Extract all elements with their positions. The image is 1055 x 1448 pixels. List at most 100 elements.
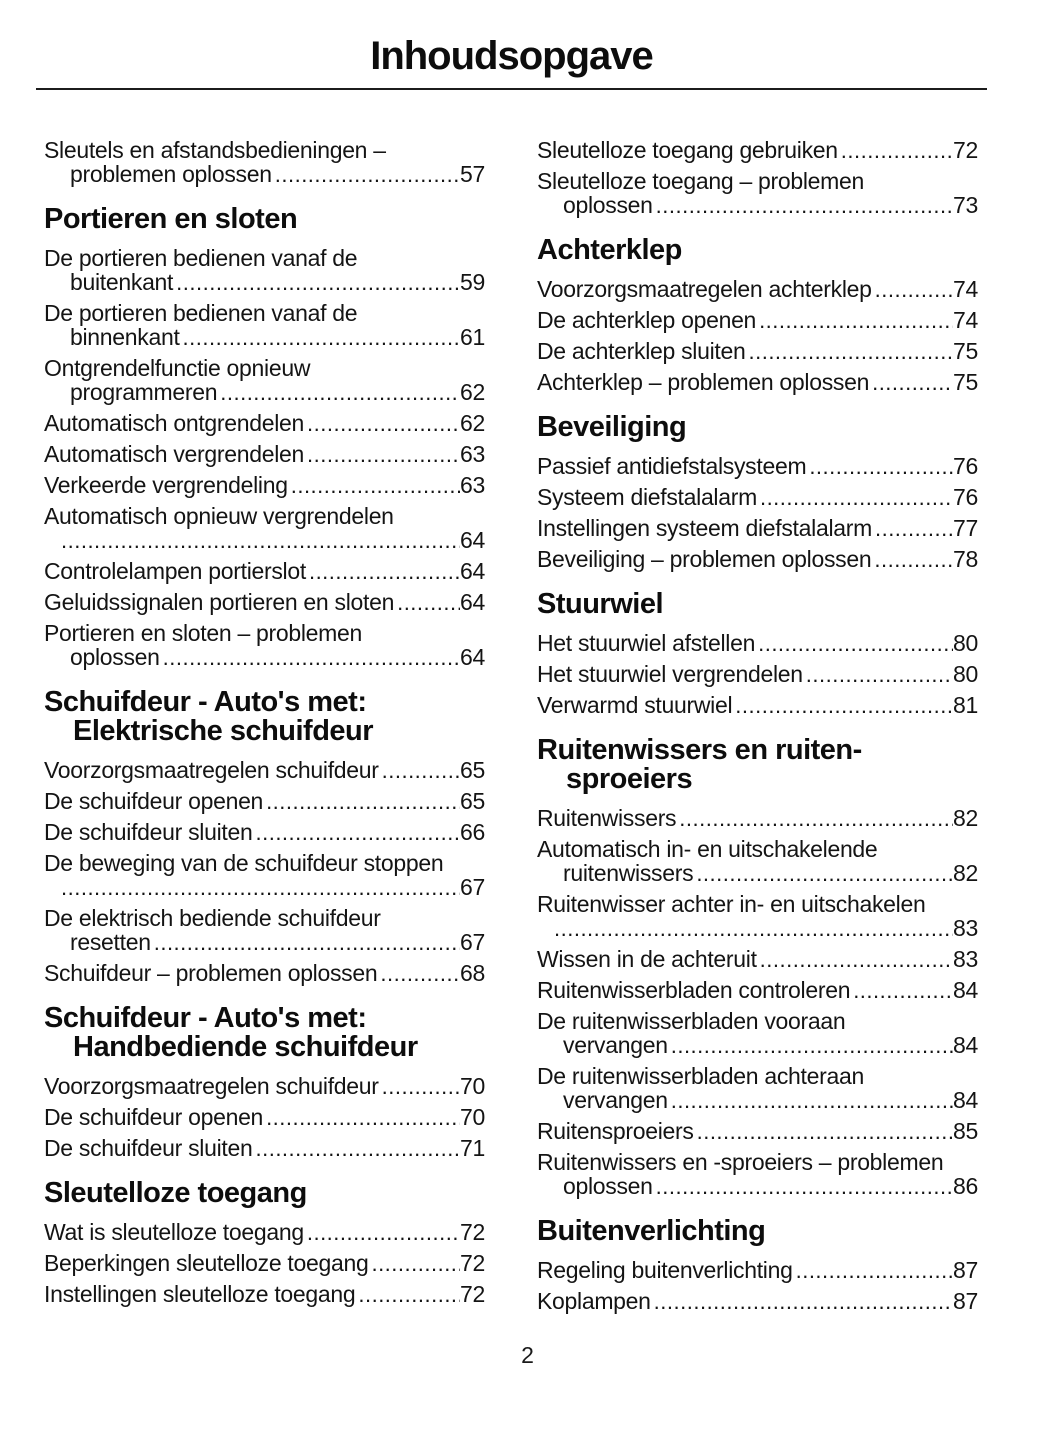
dot-leader (735, 694, 953, 718)
dot-leader (696, 862, 953, 886)
entry-page-number: 78 (953, 546, 978, 572)
title-divider (36, 88, 987, 90)
entry-page-number: 59 (460, 269, 485, 295)
toc-entry: Controlelampen portierslot 64 (44, 559, 485, 584)
toc-section: Sleutels en afstandsbedieningen – problem… (44, 138, 485, 187)
entry-text: Ruitenwissers (537, 805, 677, 831)
section-heading-line: Achterklep (537, 234, 682, 266)
toc-section: Sleutelloze toegang gebruiken72 Sleutello… (537, 138, 978, 218)
entry-page-number: 84 (953, 1087, 978, 1113)
entry-text: oplossen (70, 644, 160, 670)
entry-text: Voorzorgsmaatregelen achterklep (537, 276, 872, 302)
entry-page-number: 61 (460, 324, 485, 350)
entry-page-number: 74 (953, 307, 978, 333)
dot-leader (759, 309, 953, 333)
toc-entry: Ruitensproeiers 85 (537, 1119, 978, 1144)
entry-page-number: 74 (953, 276, 978, 302)
entry-text: ruitenwissers (563, 860, 694, 886)
toc-entry-line: binnenkant 61 (44, 325, 485, 350)
entry-page-number: 64 (460, 558, 485, 584)
toc-entry: Ruitenwisser achter in- en uitschakelen 8… (537, 892, 978, 941)
dot-leader (656, 194, 953, 218)
toc-entry-line: oplossen 86 (537, 1174, 978, 1199)
dot-leader (61, 876, 460, 900)
entry-text: problemen oplossen (70, 161, 272, 187)
dot-leader (875, 278, 953, 302)
entry-text: De elektrisch bediende schuifdeur (44, 905, 381, 931)
toc-entry-line: Beperkingen sleutelloze toegang 72 (44, 1251, 485, 1276)
toc-section: Schuifdeur - Auto's met: Handbediende sch… (44, 1004, 485, 1161)
toc-entry: De achterklep openen 74 (537, 308, 978, 333)
toc-section: Ruitenwissers en ruiten-sproeiers Ruitenw… (537, 736, 978, 1199)
toc-entry: De schuifdeur sluiten 71 (44, 1136, 485, 1161)
section-heading: Buitenverlichting (537, 1217, 978, 1246)
toc-section: Schuifdeur - Auto's met: Elektrische schu… (44, 688, 485, 986)
entry-text: De schuifdeur openen (44, 788, 264, 814)
entry-text: Sleutelloze toegang – problemen (537, 168, 864, 194)
toc-entry: Voorzorgsmaatregelen achterklep 74 (537, 277, 978, 302)
entry-page-number: 70 (460, 1104, 485, 1130)
toc-entry-line: De portieren bedienen vanaf de (44, 246, 485, 270)
entry-text: Wat is sleutelloze toegang (44, 1219, 304, 1245)
section-heading-line: Elektrische schuifdeur (73, 715, 374, 747)
dot-leader (809, 455, 953, 479)
toc-entry-line: De ruitenwisserbladen achteraan (537, 1064, 978, 1088)
entry-text: Ruitensproeiers (537, 1118, 694, 1144)
dot-leader (266, 1106, 460, 1130)
entry-page-number: 82 (953, 805, 978, 831)
toc-entry-line: Automatisch in- en uitschakelende (537, 837, 978, 861)
dot-leader (183, 326, 460, 350)
toc-entry-line: Automatisch vergrendelen 63 (44, 442, 485, 467)
entry-page-number: 63 (460, 441, 485, 467)
dot-leader (671, 1034, 953, 1058)
toc-section: Achterklep Voorzorgsmaatregelen achterkle… (537, 236, 978, 395)
toc-entry-line: oplossen 64 (44, 645, 485, 670)
entry-text: De schuifdeur openen (44, 1104, 264, 1130)
entry-text: Instellingen systeem diefstalalarm (537, 515, 872, 541)
toc-entry-line: Beveiliging – problemen oplossen 78 (537, 547, 978, 572)
dot-leader (307, 412, 460, 436)
toc-entry-line: De schuifdeur openen 70 (44, 1105, 485, 1130)
toc-entry: Automatisch in- en uitschakelende ruitenw… (537, 837, 978, 886)
toc-column: Sleutels en afstandsbedieningen – problem… (44, 138, 485, 1320)
toc-entry: Wat is sleutelloze toegang 72 (44, 1220, 485, 1245)
toc-entry-line: Systeem diefstalalarm 76 (537, 485, 978, 510)
section-heading: Sleutelloze toegang (44, 1179, 485, 1208)
dot-leader (875, 517, 953, 541)
toc-entry: Automatisch ontgrendelen 62 (44, 411, 485, 436)
dot-leader (760, 948, 953, 972)
entry-text: vervangen (563, 1087, 668, 1113)
toc-columns: Sleutels en afstandsbedieningen – problem… (36, 138, 987, 1320)
entry-page-number: 67 (460, 929, 485, 955)
toc-entry: Regeling buitenverlichting 87 (537, 1258, 978, 1283)
toc-entry-line: Regeling buitenverlichting 87 (537, 1258, 978, 1283)
entry-text: Beperkingen sleutelloze toegang (44, 1250, 369, 1276)
toc-entry: Sleutelloze toegang gebruiken 72 (537, 138, 978, 163)
entry-text: De portieren bedienen vanaf de (44, 300, 358, 326)
entry-page-number: 57 (460, 161, 485, 187)
entry-page-number: 63 (460, 472, 485, 498)
toc-entry: Beveiliging – problemen oplossen 78 (537, 547, 978, 572)
toc-entry: Wissen in de achteruit 83 (537, 947, 978, 972)
entry-text: Schuifdeur – problemen oplossen (44, 960, 378, 986)
dot-leader (307, 443, 460, 467)
dot-leader (266, 790, 460, 814)
toc-entry-line: Verkeerde vergrendeling 63 (44, 473, 485, 498)
dot-leader (382, 1075, 460, 1099)
entry-text: Ontgrendelfunctie opnieuw (44, 355, 311, 381)
dot-leader (872, 371, 953, 395)
section-heading-line: Beveiliging (537, 411, 687, 443)
dot-leader (656, 1175, 953, 1199)
toc-entry-line: Portieren en sloten – problemen (44, 621, 485, 645)
dot-leader (853, 979, 953, 1003)
entry-text: Automatisch opnieuw vergrendelen (44, 503, 394, 529)
toc-entry-line: oplossen 73 (537, 193, 978, 218)
entry-page-number: 62 (460, 410, 485, 436)
entry-page-number: 66 (460, 819, 485, 845)
entry-page-number: 65 (460, 757, 485, 783)
toc-entry-line: vervangen 84 (537, 1088, 978, 1113)
toc-section: Sleutelloze toegang Wat is sleutelloze to… (44, 1179, 485, 1307)
